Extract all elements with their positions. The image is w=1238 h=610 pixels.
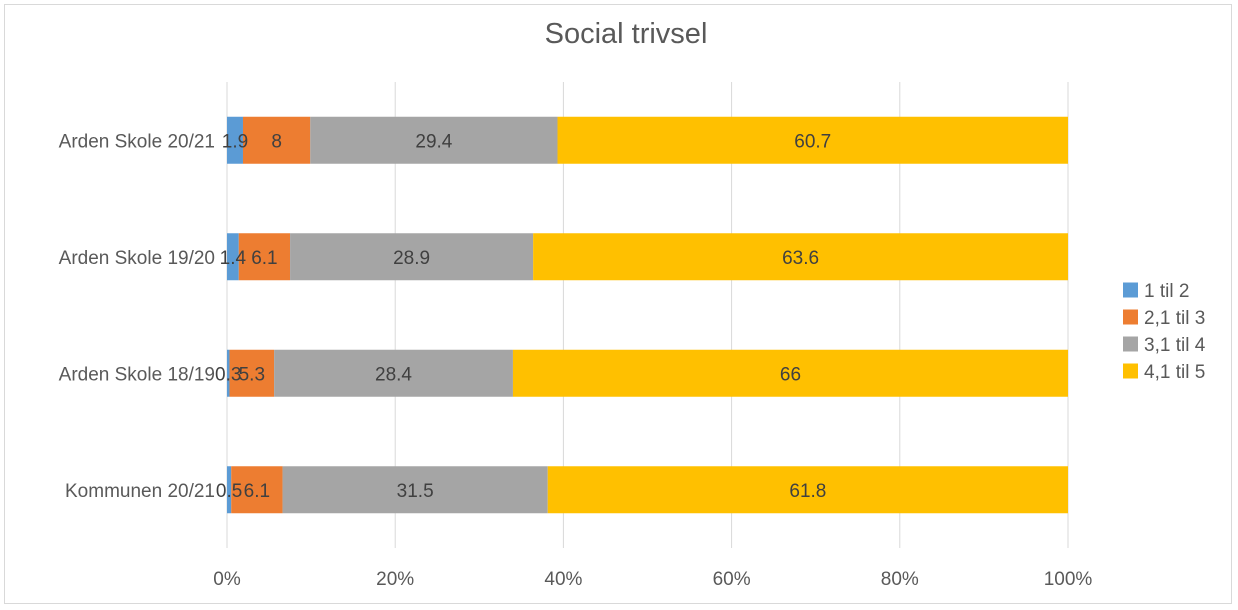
category-label: Arden Skole 19/20 [59,248,215,269]
data-label: 1.9 [222,131,248,152]
data-label: 28.4 [375,364,412,385]
bar-segment [242,116,311,164]
legend-swatch [1123,336,1138,352]
x-tick-label: 80% [881,569,919,590]
category-label: Kommunen 20/21 [65,481,215,502]
x-tick-label: 60% [713,569,751,590]
legend: 1 til 2 2,1 til 3 3,1 til 4 4,1 til 5 [1123,281,1206,383]
data-label: 1.4 [220,248,247,269]
data-label: 29.4 [415,131,452,152]
bar-segment [238,233,291,281]
legend-label: 2,1 til 3 [1144,308,1205,329]
legend-swatch [1123,363,1138,379]
data-labels: 1.9 8 29.4 60.71.4 6.1 28.9 63.60.35.3 28.4 660.… [215,131,831,502]
data-label: 63.6 [782,248,819,269]
bar-segment [227,466,232,514]
data-label: 60.7 [794,131,831,152]
x-tick-label: 40% [544,569,582,590]
data-label: 0.5 [216,481,242,502]
category-axis: Arden Skole 20/21 Arden Skole 19/20 Arden … [59,131,215,502]
bars [227,116,1068,514]
bar-segment [310,116,558,164]
legend-label: 3,1 til 4 [1144,335,1206,356]
bar-segment [231,466,283,514]
data-label: 8 [271,131,282,152]
data-label: 5.3 [239,364,265,385]
data-label: 0.3 [215,364,241,385]
bar-segment [282,466,548,514]
bar-segment [227,233,239,281]
bar-segment [290,233,534,281]
chart-title: Social trivsel [545,18,708,50]
legend-label: 1 til 2 [1144,281,1189,302]
category-label: Arden Skole 20/21 [59,131,215,152]
x-tick-label: 0% [213,569,241,590]
bar-segment [227,116,243,164]
bar-segment [547,466,1068,514]
bar-segment [512,349,1068,397]
category-label: Arden Skole 18/19 [59,364,215,385]
x-tick-label: 100% [1044,569,1093,590]
bar-segment [229,349,275,397]
data-label: 28.9 [393,248,430,269]
legend-label: 4,1 til 5 [1144,362,1205,383]
legend-swatch [1123,282,1138,298]
bar-segment [227,349,230,397]
x-tick-label: 20% [376,569,414,590]
data-label: 61.8 [789,481,826,502]
data-label: 6.1 [244,481,270,502]
value-axis: 0% 20% 40% 60% 80% 100% [213,569,1092,590]
data-label: 66 [780,364,801,385]
bar-segment [557,116,1068,164]
data-label: 31.5 [397,481,434,502]
bar-segment [533,233,1068,281]
data-label: 6.1 [251,248,277,269]
bar-segment [274,349,513,397]
legend-swatch [1123,309,1138,325]
